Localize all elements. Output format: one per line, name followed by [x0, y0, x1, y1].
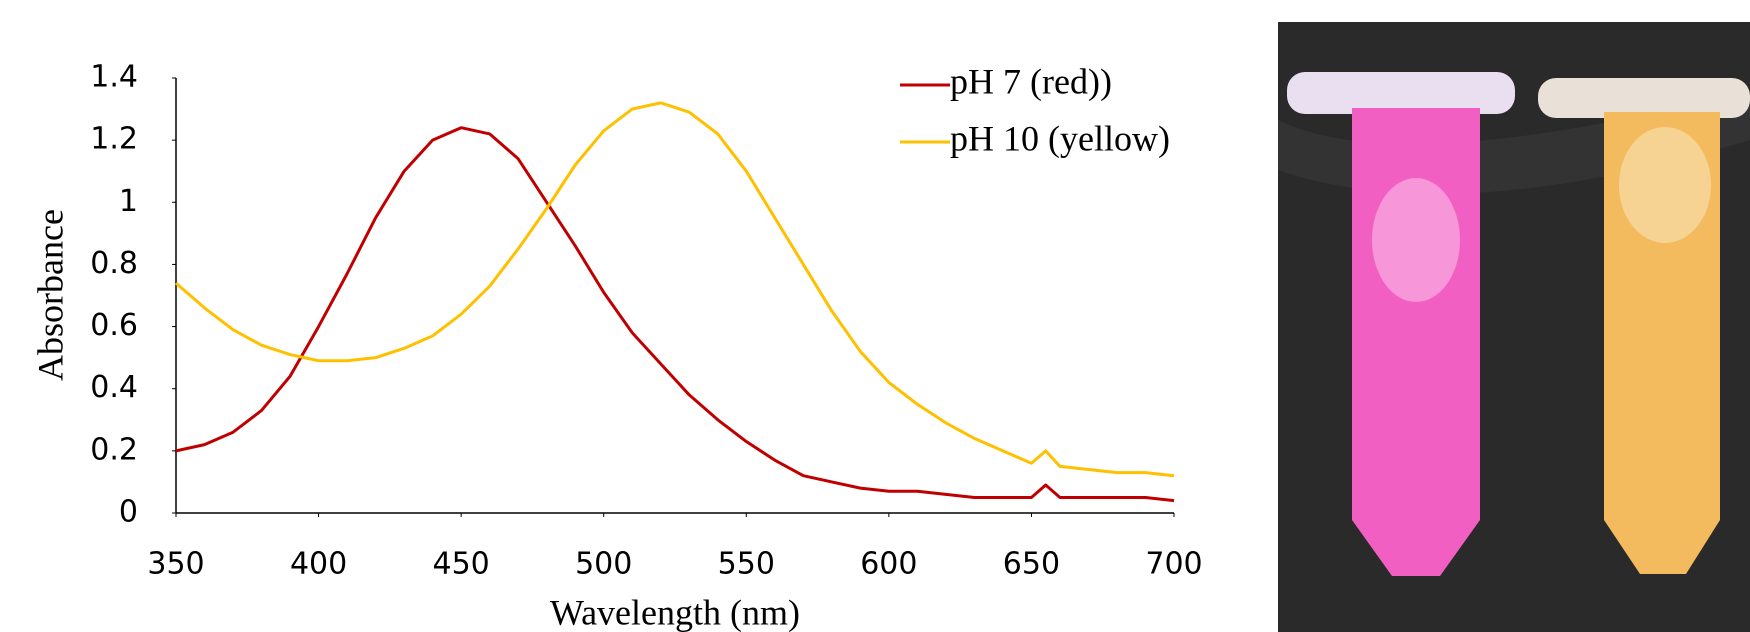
- x-tick-label: 650: [1003, 547, 1060, 582]
- photo: [1278, 22, 1750, 632]
- y-tick-label: 0: [119, 495, 138, 530]
- y-tick-label: 0.6: [90, 308, 138, 343]
- y-axis-title: Absorbance: [30, 209, 70, 381]
- line: [175, 126, 1175, 503]
- x-tick-label: 450: [433, 547, 490, 582]
- x-tick-label: 350: [147, 547, 204, 582]
- y-tick-label: 1: [119, 184, 138, 219]
- x-axis-title: Wavelength (nm): [550, 592, 800, 632]
- y-tick-label: 0.2: [90, 432, 138, 467]
- x-tick-label: 400: [290, 547, 347, 582]
- y-tick-label: 1.2: [90, 122, 138, 157]
- legend-label: pH 10 (yellow): [950, 118, 1170, 158]
- x-tick-label: 600: [860, 547, 917, 582]
- x-tick-label: 500: [575, 547, 632, 582]
- x-tick-label: 700: [1145, 547, 1202, 582]
- x-tick-label: 550: [718, 547, 775, 582]
- y-tick-label: 1.4: [90, 60, 138, 95]
- legend-label: pH 7 (red)): [950, 61, 1112, 101]
- y-tick-label: 0.8: [90, 246, 138, 281]
- y-tick-label: 0.4: [90, 370, 138, 405]
- line: [175, 101, 1175, 478]
